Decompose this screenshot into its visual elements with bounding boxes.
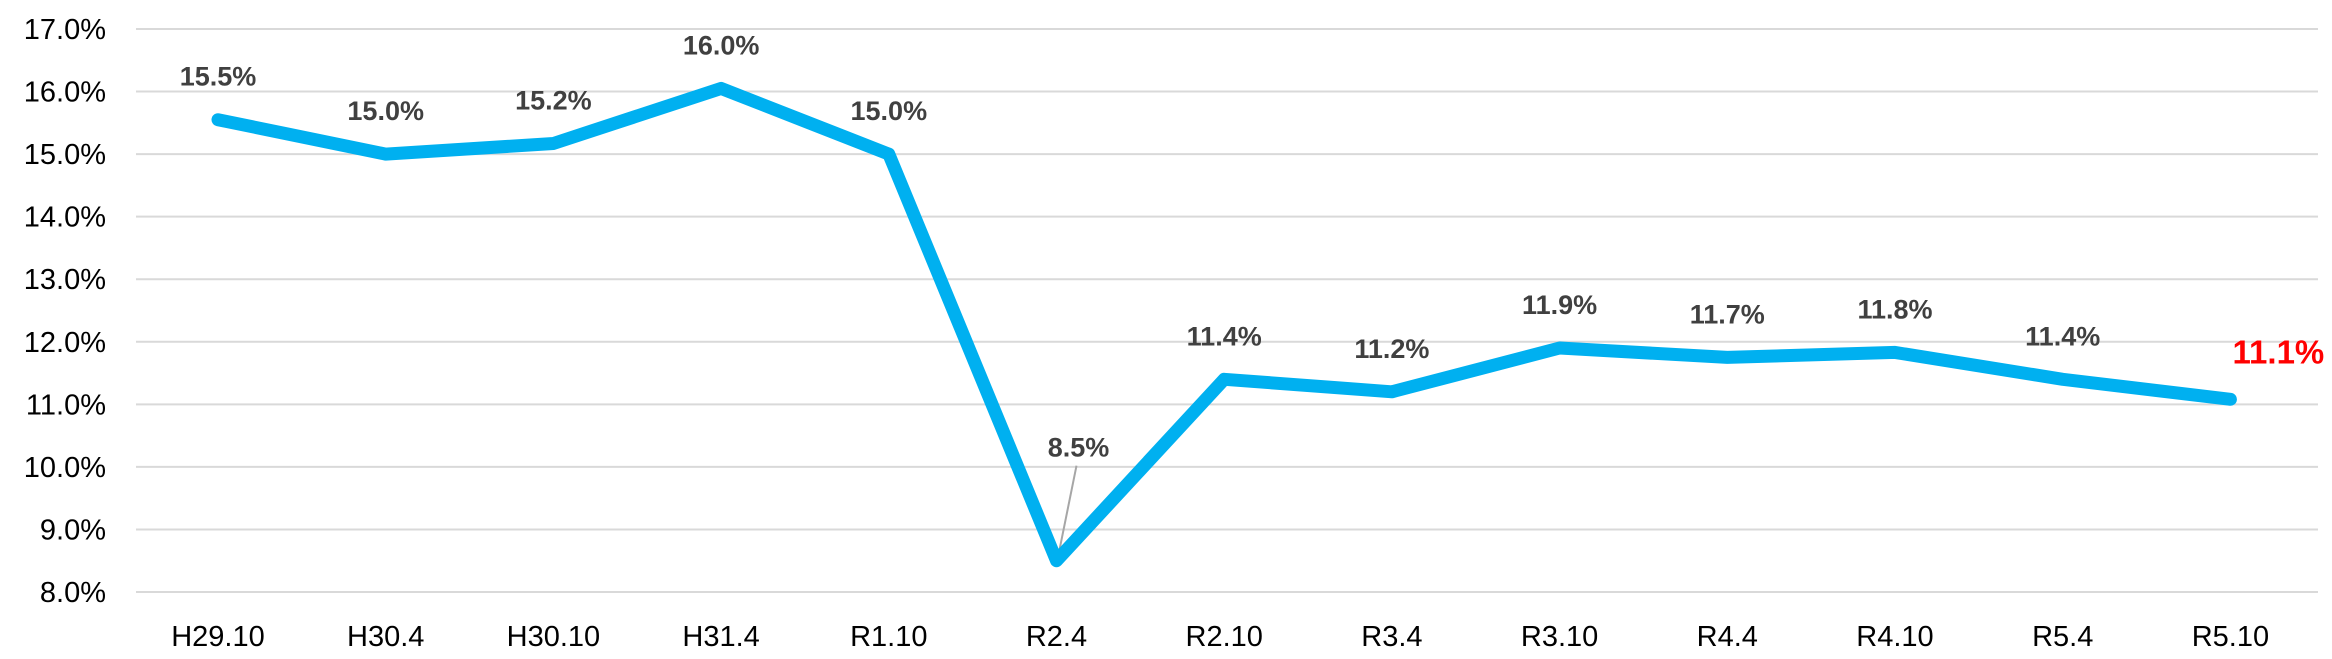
x-axis-tick-labels: H29.10 H30.4 H30.10 H31.4 R1.10 R2.4 R2.10 R3.4… bbox=[171, 621, 2269, 653]
data-label: 15.0% bbox=[851, 96, 928, 126]
x-tick-label: R2.10 bbox=[1186, 621, 1263, 653]
data-label: 8.5% bbox=[1048, 433, 1110, 463]
x-tick-label: R3.4 bbox=[1361, 621, 1422, 653]
data-label: 11.1% bbox=[2233, 333, 2325, 370]
data-label: 15.0% bbox=[347, 96, 424, 126]
y-tick-label: 16.0% bbox=[24, 77, 106, 109]
x-tick-label: R1.10 bbox=[850, 621, 927, 653]
data-label: 11.4% bbox=[1187, 321, 1262, 351]
x-tick-label: H30.10 bbox=[507, 621, 601, 653]
y-tick-label: 14.0% bbox=[24, 202, 106, 234]
data-label: 11.2% bbox=[1354, 334, 1429, 364]
series-line-layer bbox=[211, 81, 2237, 568]
data-label: 11.4% bbox=[2025, 321, 2100, 351]
y-tick-label: 8.0% bbox=[40, 577, 106, 609]
data-label: 11.7% bbox=[1690, 299, 1765, 329]
data-label: 15.5% bbox=[180, 62, 257, 92]
y-tick-label: 11.0% bbox=[26, 389, 106, 421]
x-tick-label: R2.4 bbox=[1026, 621, 1087, 653]
y-axis-tick-labels: 8.0% 9.0% 10.0% 11.0% 12.0% 13.0% 14.0% 15.0% 16… bbox=[24, 14, 106, 609]
x-tick-label: H31.4 bbox=[682, 621, 759, 653]
leader-layer bbox=[1057, 465, 1078, 555]
data-label: 16.0% bbox=[683, 30, 760, 60]
y-tick-label: 13.0% bbox=[24, 264, 106, 296]
y-tick-label: 15.0% bbox=[24, 139, 106, 171]
x-tick-label: R5.4 bbox=[2032, 621, 2093, 653]
x-tick-label: H29.10 bbox=[171, 621, 265, 653]
leader-line bbox=[1057, 465, 1078, 555]
y-tick-label: 10.0% bbox=[24, 452, 106, 484]
y-tick-label: 17.0% bbox=[24, 14, 106, 46]
x-tick-label: R4.4 bbox=[1697, 621, 1758, 653]
data-label-layer: 15.5% 15.0% 15.2% 16.0% 15.0% 8.5% 11.4% 11.2% 1… bbox=[180, 30, 2325, 462]
x-tick-label: R3.10 bbox=[1521, 621, 1598, 653]
data-label: 11.8% bbox=[1857, 294, 1932, 324]
y-tick-label: 12.0% bbox=[24, 327, 106, 359]
data-label: 11.9% bbox=[1522, 290, 1597, 320]
data-label: 15.2% bbox=[515, 85, 592, 115]
y-tick-label: 9.0% bbox=[40, 514, 106, 546]
x-tick-label: R5.10 bbox=[2192, 621, 2269, 653]
x-tick-label: R4.10 bbox=[1856, 621, 1933, 653]
x-tick-label: H30.4 bbox=[347, 621, 424, 653]
grid-layer bbox=[136, 28, 2318, 593]
series-line bbox=[211, 81, 2237, 568]
